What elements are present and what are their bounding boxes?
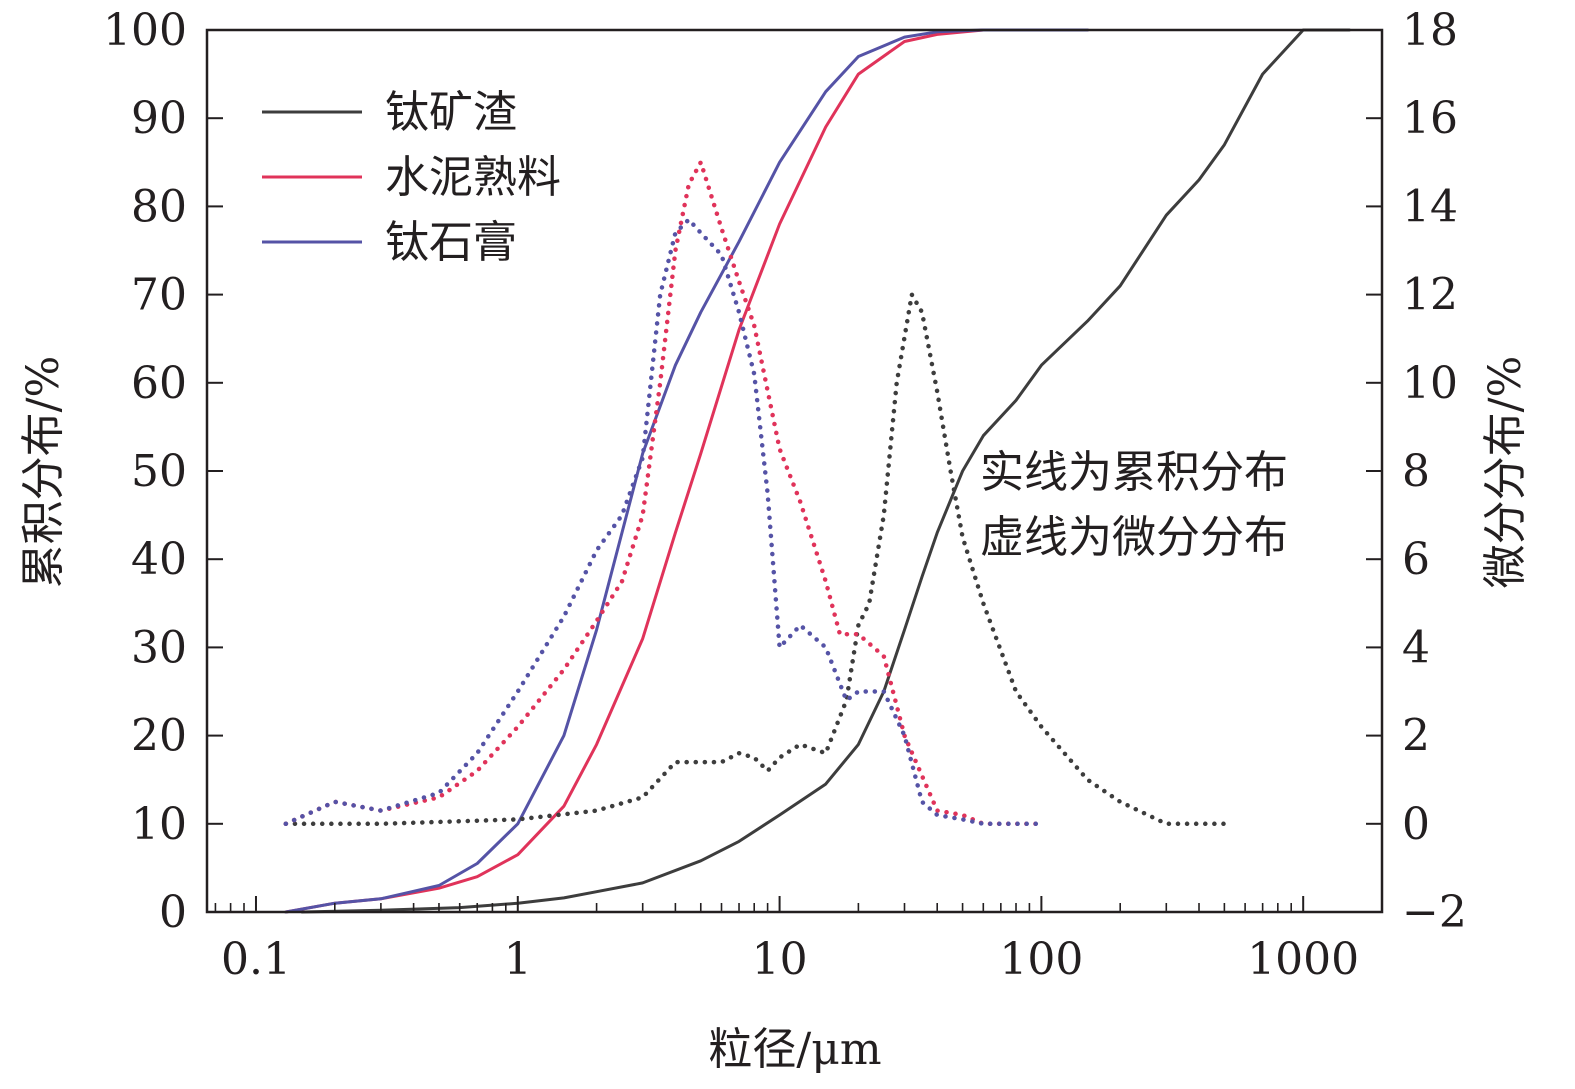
y-right-tick-label: 4 [1402, 622, 1430, 673]
x-tick-label: 0.1 [221, 934, 291, 985]
y-left-axis-title: 累积分布/% [18, 356, 69, 589]
y-right-tick-label: 12 [1402, 270, 1458, 321]
legend-label-cement-clinker: 水泥熟料 [385, 152, 561, 203]
series-differential-3 [283, 292, 1227, 827]
y-right-tick-label: 10 [1402, 358, 1458, 409]
legend-label-titanium-slag: 钛矿渣 [385, 87, 517, 138]
series-differential-4 [283, 160, 1044, 827]
y-left-tick-label: 80 [131, 181, 187, 232]
x-tick-label: 10 [752, 934, 808, 985]
y-right-tick-label: 16 [1402, 93, 1458, 144]
y-right-tick-label: 0 [1402, 799, 1430, 850]
y-left-tick-label: 50 [131, 446, 187, 497]
y-right-tick-label: 14 [1402, 181, 1458, 232]
y-left-tick-label: 30 [131, 622, 187, 673]
ticks-layer: 0.1 1 10 100 1000 0 10 20 30 40 50 60 70 80 90 100 −2 0 2 4… [103, 5, 1467, 985]
y-left-tick-label: 40 [131, 534, 187, 585]
y-left-tick-label: 60 [131, 358, 187, 409]
x-tick-label: 100 [999, 934, 1083, 985]
annotation-line-2: 虚线为微分分布 [980, 512, 1288, 563]
x-axis-title: 粒径/μm [708, 1024, 881, 1075]
series-differential-5 [283, 217, 1044, 827]
series-layer [283, 28, 1351, 914]
y-left-tick-label: 70 [131, 270, 187, 321]
legend: 钛矿渣 水泥熟料 钛石膏 [262, 87, 561, 268]
annotation-line-1: 实线为累积分布 [980, 447, 1288, 498]
x-tick-label: 1000 [1247, 934, 1359, 985]
y-right-tick-label: 6 [1402, 534, 1430, 585]
series-cumulative-0 [300, 28, 1351, 914]
y-right-tick-label: 2 [1402, 711, 1430, 762]
y-left-tick-label: 10 [131, 799, 187, 850]
y-left-tick-label: 90 [131, 93, 187, 144]
y-left-tick-label: 20 [131, 711, 187, 762]
y-left-tick-label: 100 [103, 5, 187, 56]
series-cumulative-1 [284, 28, 1089, 914]
legend-label-titanium-gypsum: 钛石膏 [385, 217, 517, 268]
y-right-tick-label: −2 [1402, 887, 1467, 938]
y-right-axis-title: 微分分布/% [1480, 356, 1531, 589]
x-tick-label: 1 [504, 934, 532, 985]
y-left-tick-label: 0 [159, 887, 187, 938]
y-right-tick-label: 8 [1402, 446, 1430, 497]
y-right-tick-label: 18 [1402, 5, 1458, 56]
series-cumulative-2 [284, 28, 1089, 914]
